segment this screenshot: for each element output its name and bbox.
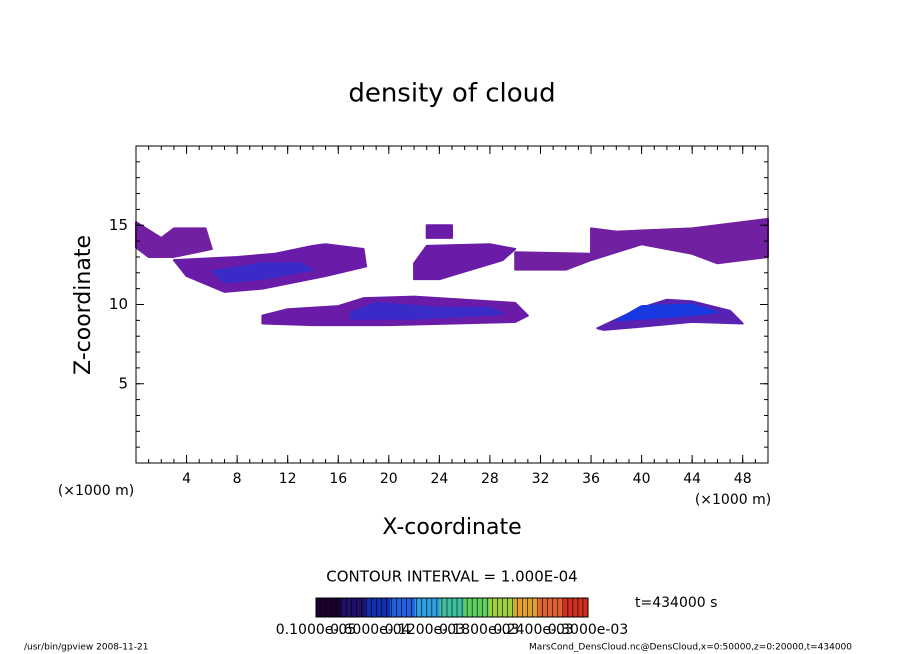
colorbar-swatch — [538, 598, 564, 617]
x-axis-label: X-coordinate — [382, 515, 521, 540]
colorbar-swatch — [489, 598, 515, 617]
x-tick-label: 36 — [582, 471, 600, 487]
colorbar-label: 0.1200e-03 — [385, 622, 465, 638]
colorbar-swatch — [563, 598, 589, 617]
chart-title: density of cloud — [348, 79, 555, 109]
colorbar-swatch — [316, 598, 342, 617]
x-tick-label: 20 — [380, 471, 398, 487]
cloud-region — [135, 221, 213, 258]
x-tick-label: 12 — [279, 471, 297, 487]
colorbar-label: 0.1000e-05 — [276, 622, 356, 638]
x-tick-label: 24 — [430, 471, 448, 487]
y-tick-label: 15 — [109, 216, 128, 234]
cloud-region — [425, 224, 453, 239]
x-tick-label: 4 — [182, 471, 191, 487]
time-label: t=434000 s — [635, 595, 717, 611]
y-axis-label: Z-coordinate — [71, 235, 96, 375]
cloud-region — [514, 217, 769, 271]
y-tick-label: 5 — [118, 374, 128, 392]
cloud-region — [615, 303, 719, 322]
y-unit: (×1000 m) — [58, 483, 134, 499]
cloud-region — [413, 243, 517, 281]
colorbar-swatch — [365, 598, 391, 617]
colorbar-label: 0.2400e-03 — [493, 622, 573, 638]
colorbar-label: 0.3000e-03 — [548, 622, 628, 638]
cloud-region — [349, 301, 504, 320]
x-tick-label: 8 — [233, 471, 242, 487]
contour-interval: CONTOUR INTERVAL = 1.000E-04 — [326, 568, 577, 586]
colorbar-label: 0.6000e-04 — [330, 622, 411, 638]
footer-left: /usr/bin/gpview 2008-11-21 — [24, 643, 148, 653]
colorbar-swatch — [340, 598, 366, 617]
y-tick-label: 10 — [109, 295, 128, 313]
cloud-region — [210, 262, 314, 284]
colorbar-swatch — [414, 598, 441, 617]
colorbar-label: 0.1800e-03 — [439, 622, 519, 638]
x-tick-label: 40 — [633, 471, 651, 487]
x-unit: (×1000 m) — [695, 492, 771, 508]
x-tick-label: 28 — [481, 471, 499, 487]
footer-right: MarsCond_DensCloud.nc@DensCloud,x=0:5000… — [529, 643, 852, 653]
x-tick-label: 32 — [532, 471, 550, 487]
colorbar-frame — [315, 597, 589, 618]
x-tick-label: 16 — [329, 471, 347, 487]
x-tick-label: 44 — [683, 471, 701, 487]
x-tick-label: 48 — [734, 471, 752, 487]
